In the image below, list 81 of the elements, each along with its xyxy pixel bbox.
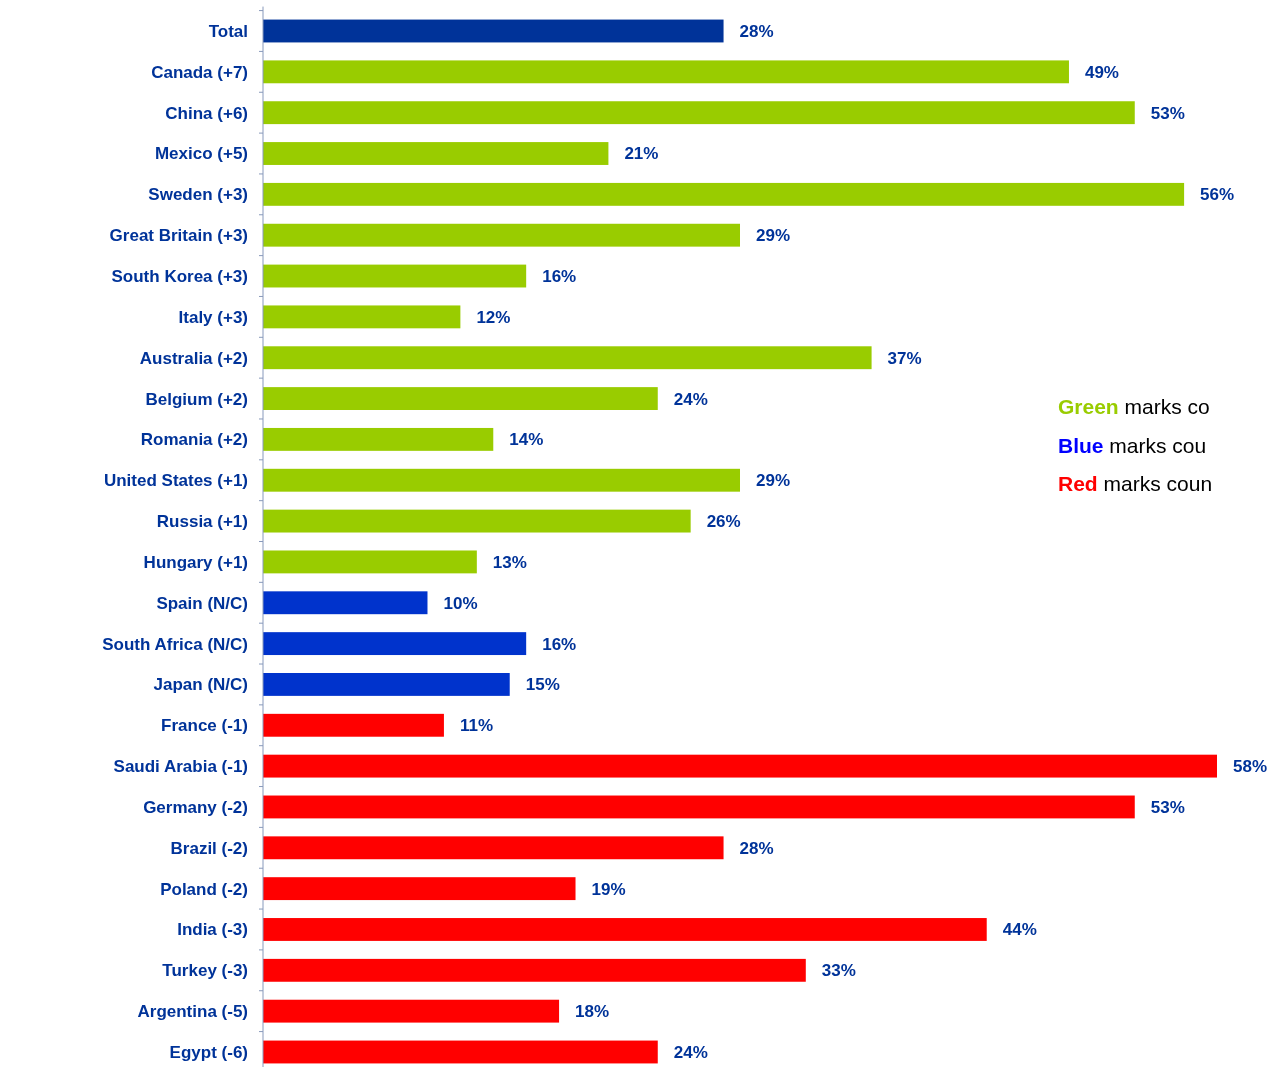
data-label: 18% bbox=[575, 1002, 610, 1022]
bar bbox=[263, 795, 1135, 819]
data-label: 29% bbox=[756, 471, 791, 491]
data-label: 21% bbox=[624, 144, 659, 164]
data-label: 24% bbox=[673, 389, 708, 409]
bar bbox=[263, 387, 658, 410]
data-label: 14% bbox=[509, 430, 544, 450]
y-tick-label: Total bbox=[208, 21, 248, 41]
y-tick-label: Spain (N/C) bbox=[156, 593, 248, 613]
data-label: 37% bbox=[887, 348, 922, 368]
y-tick-label: Japan (N/C) bbox=[153, 675, 248, 695]
y-tick-label: Russia (+1) bbox=[156, 512, 248, 532]
y-tick-label: Sweden (+3) bbox=[148, 185, 248, 205]
y-tick-label: Brazil (-2) bbox=[170, 838, 248, 858]
bar bbox=[263, 19, 724, 43]
bar bbox=[263, 836, 724, 860]
y-tick-label: United States (+1) bbox=[103, 471, 248, 491]
y-tick-label: Italy (+3) bbox=[178, 307, 248, 327]
bar bbox=[263, 999, 560, 1023]
bar bbox=[263, 754, 1217, 778]
data-label: 28% bbox=[739, 838, 774, 858]
y-tick-label: Argentina (-5) bbox=[137, 1002, 248, 1022]
y-tick-label: Germany (-2) bbox=[143, 797, 248, 817]
data-label: 53% bbox=[1150, 103, 1185, 123]
data-label: 28% bbox=[739, 21, 774, 41]
y-tick-label: Hungary (+1) bbox=[143, 552, 248, 572]
y-tick-label: Turkey (-3) bbox=[162, 961, 248, 981]
bar bbox=[263, 713, 444, 737]
bar bbox=[263, 60, 1069, 84]
y-tick-label: Mexico (+5) bbox=[154, 144, 248, 164]
annotation: Red marks coun bbox=[1058, 472, 1213, 495]
data-label: 24% bbox=[673, 1042, 708, 1062]
data-label: 29% bbox=[756, 226, 791, 246]
data-label: 19% bbox=[591, 879, 626, 899]
bar bbox=[263, 101, 1135, 125]
data-label: 13% bbox=[492, 552, 527, 572]
data-label: 16% bbox=[542, 634, 577, 654]
bar bbox=[263, 142, 609, 165]
bar bbox=[263, 632, 527, 656]
data-label: 26% bbox=[706, 512, 741, 532]
y-tick-label: Romania (+2) bbox=[140, 430, 248, 450]
y-tick-label: Australia (+2) bbox=[139, 348, 248, 368]
data-label: 44% bbox=[1002, 920, 1037, 940]
bar bbox=[263, 550, 477, 574]
bar bbox=[263, 673, 510, 696]
data-label: 16% bbox=[542, 266, 577, 286]
bar bbox=[263, 305, 461, 329]
y-tick-label: Belgium (+2) bbox=[145, 389, 248, 409]
bar bbox=[263, 591, 428, 615]
bar bbox=[263, 427, 494, 451]
bar bbox=[263, 877, 576, 901]
data-label: 15% bbox=[525, 675, 560, 695]
annotation: Green marks co bbox=[1058, 395, 1210, 418]
bar bbox=[263, 1040, 658, 1064]
data-label: 49% bbox=[1084, 62, 1119, 82]
bar bbox=[263, 958, 806, 982]
y-tick-label: Poland (-2) bbox=[160, 879, 248, 899]
y-tick-label: Great Britain (+3) bbox=[109, 226, 248, 246]
y-tick-label: Canada (+7) bbox=[151, 62, 248, 82]
bar bbox=[263, 182, 1185, 206]
bar bbox=[263, 346, 872, 370]
annotation: Blue marks cou bbox=[1058, 433, 1207, 457]
data-label: 10% bbox=[443, 593, 478, 613]
y-tick-label: Egypt (-6) bbox=[169, 1042, 248, 1062]
bar bbox=[263, 264, 527, 288]
y-tick-label: India (-3) bbox=[177, 920, 248, 940]
y-tick-label: China (+6) bbox=[165, 103, 248, 123]
y-tick-label: South Africa (N/C) bbox=[102, 634, 248, 654]
data-label: 58% bbox=[1233, 757, 1268, 777]
data-label: 53% bbox=[1150, 797, 1185, 817]
y-tick-label: France (-1) bbox=[161, 716, 248, 736]
bar bbox=[263, 468, 740, 492]
data-label: 12% bbox=[476, 307, 511, 327]
bar bbox=[263, 223, 740, 247]
bar bbox=[263, 509, 691, 533]
data-label: 33% bbox=[821, 961, 856, 981]
data-label: 11% bbox=[459, 716, 494, 736]
data-label: 56% bbox=[1200, 185, 1235, 205]
y-tick-label: Saudi Arabia (-1) bbox=[113, 757, 248, 777]
y-tick-label: South Korea (+3) bbox=[111, 266, 248, 286]
bar bbox=[263, 918, 987, 941]
